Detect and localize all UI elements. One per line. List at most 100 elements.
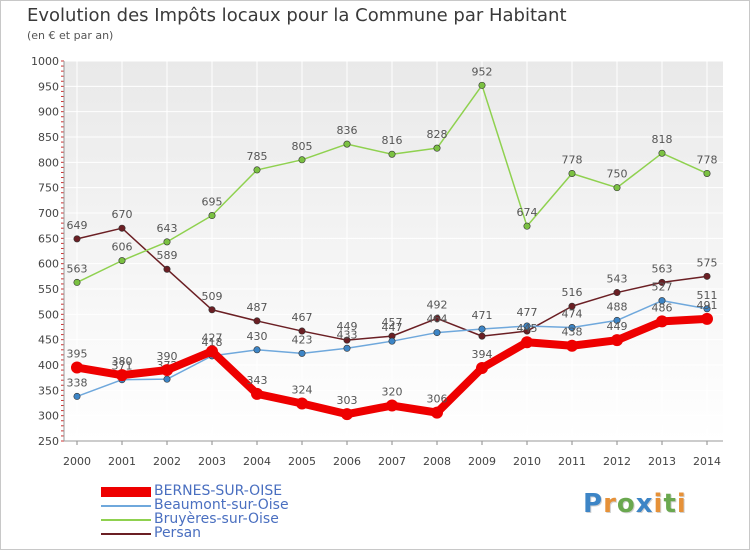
data-point (163, 265, 171, 273)
data-point (523, 322, 531, 330)
data-point (703, 169, 711, 177)
data-label: 670 (112, 208, 133, 221)
data-point (343, 336, 351, 344)
y-tick-label: 1000 (31, 55, 59, 68)
legend-label: Beaumont-sur-Oise (154, 497, 289, 513)
data-label: 471 (472, 309, 493, 322)
data-point (296, 397, 308, 410)
x-tick-label: 2003 (198, 455, 226, 468)
data-point (253, 346, 261, 354)
x-tick-label: 2005 (288, 455, 316, 468)
legend-swatch-line (101, 505, 151, 507)
data-label: 477 (517, 306, 538, 319)
data-label: 527 (652, 281, 673, 294)
data-label: 818 (652, 133, 673, 146)
y-tick-label: 900 (38, 106, 59, 119)
x-tick-label: 2007 (378, 455, 406, 468)
legend-item[interactable]: BERNES-SUR-OISE (101, 483, 421, 499)
data-point (611, 334, 623, 347)
legend: BERNES-SUR-OISE Beaumont-sur-Oise Bruyèr… (101, 483, 421, 541)
legend-label: Persan (154, 525, 202, 541)
x-tick-label: 2009 (468, 455, 496, 468)
data-label: 438 (562, 326, 583, 339)
logo-letter: i (676, 489, 687, 519)
data-label: 303 (337, 394, 358, 407)
legend-label: Bruyères-sur-Oise (154, 511, 279, 527)
data-point (658, 278, 666, 286)
data-label: 449 (607, 320, 628, 333)
data-point (208, 212, 216, 220)
data-label: 457 (382, 316, 403, 329)
data-point (163, 238, 171, 246)
data-label: 589 (157, 249, 178, 262)
data-label: 952 (472, 65, 493, 78)
legend-item[interactable]: Beaumont-sur-Oise (101, 497, 421, 513)
data-point (251, 387, 263, 400)
data-point (613, 316, 621, 324)
data-label: 486 (652, 301, 673, 314)
y-tick-label: 350 (38, 384, 59, 397)
data-point (656, 315, 668, 328)
data-point (253, 166, 261, 174)
data-label: 816 (382, 134, 403, 147)
data-label: 380 (112, 355, 133, 368)
data-point (206, 345, 218, 358)
data-label: 487 (247, 301, 268, 314)
legend-swatch (101, 513, 151, 527)
data-point (658, 149, 666, 157)
data-point (433, 144, 441, 152)
data-label: 563 (652, 262, 673, 275)
data-point (476, 362, 488, 375)
data-label: 511 (697, 289, 718, 302)
data-point (298, 349, 306, 357)
data-label: 606 (112, 241, 133, 254)
x-tick-label: 2004 (243, 455, 271, 468)
logo-letter: x (635, 489, 654, 519)
data-label: 778 (562, 153, 583, 166)
data-point (478, 332, 486, 340)
data-label: 750 (607, 168, 628, 181)
legend-item[interactable]: Bruyères-sur-Oise (101, 511, 421, 527)
y-tick-label: 450 (38, 334, 59, 347)
y-tick-label: 700 (38, 207, 59, 220)
data-point (343, 140, 351, 148)
x-tick-label: 2012 (603, 455, 631, 468)
proxiti-logo: Proxiti (583, 489, 687, 519)
data-point (386, 399, 398, 412)
data-point (298, 327, 306, 335)
data-label: 427 (202, 331, 223, 344)
data-label: 488 (607, 300, 628, 313)
data-label: 543 (607, 273, 628, 286)
legend-swatch (101, 499, 151, 513)
data-point (161, 364, 173, 377)
legend-swatch-line (101, 533, 151, 535)
data-point (163, 375, 171, 383)
data-point (116, 369, 128, 382)
data-label: 395 (67, 348, 88, 361)
x-tick-label: 2006 (333, 455, 361, 468)
data-label: 785 (247, 150, 268, 163)
legend-swatch-line (101, 519, 151, 521)
data-point (433, 329, 441, 337)
data-point (523, 222, 531, 230)
x-tick-label: 2014 (693, 455, 721, 468)
data-point (566, 339, 578, 352)
data-label: 423 (292, 333, 313, 346)
legend-swatch-line (101, 487, 151, 497)
y-tick-label: 950 (38, 80, 59, 93)
data-point (118, 257, 126, 265)
y-tick-label: 550 (38, 283, 59, 296)
y-tick-label: 850 (38, 131, 59, 144)
y-tick-label: 400 (38, 359, 59, 372)
data-label: 320 (382, 386, 403, 399)
y-tick-label: 800 (38, 156, 59, 169)
legend-item[interactable]: Persan (101, 525, 421, 541)
legend-label: BERNES-SUR-OISE (154, 483, 283, 499)
data-point (73, 278, 81, 286)
x-tick-label: 2013 (648, 455, 676, 468)
data-point (568, 302, 576, 310)
plot-area (64, 61, 723, 441)
data-point (388, 337, 396, 345)
data-label: 563 (67, 262, 88, 275)
